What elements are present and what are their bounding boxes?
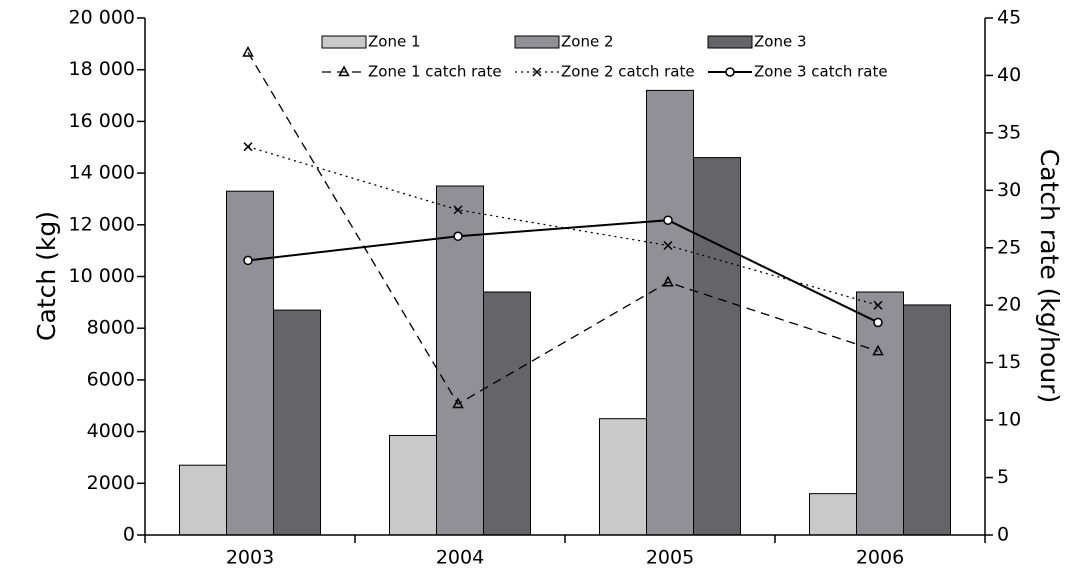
legend-label: Zone 2 catch rate: [561, 63, 695, 81]
y-tick-label: 10 000: [69, 265, 135, 287]
y2-tick-label: 10: [997, 409, 1021, 431]
y2-tick-label: 25: [997, 236, 1021, 258]
legend-label: Zone 1 catch rate: [368, 63, 502, 81]
y-tick-label: 6000: [87, 368, 135, 390]
line-marker: [242, 45, 254, 57]
y-tick-label: 14 000: [69, 162, 135, 184]
y-tick-label: 0: [123, 524, 135, 546]
legend-marker: [532, 67, 542, 77]
bar: [226, 190, 274, 536]
legend-label: Zone 2: [561, 33, 614, 51]
y2-tick-label: 0: [997, 524, 1009, 546]
line-marker: [873, 317, 883, 328]
y-axis-title: Catch (kg): [32, 211, 61, 341]
legend-swatch: [707, 35, 753, 49]
line-marker: [243, 142, 253, 152]
line: [247, 52, 879, 405]
x-tick-label: 2006: [856, 547, 904, 569]
y2-tick-label: 15: [997, 351, 1021, 373]
line-marker: [243, 255, 253, 266]
legend-marker: [338, 65, 350, 77]
legend-label: Zone 3: [754, 33, 807, 51]
y2-tick-label: 45: [997, 7, 1021, 29]
bar: [809, 493, 857, 536]
bar: [599, 418, 647, 536]
x-tick-label: 2005: [646, 547, 694, 569]
line-marker: [453, 231, 463, 242]
y2-tick-label: 35: [997, 121, 1021, 143]
line-marker: [872, 344, 884, 356]
y2-tick-label: 40: [997, 64, 1021, 86]
legend-marker: [725, 67, 735, 77]
bar: [693, 157, 741, 536]
bar: [646, 89, 694, 536]
y2-tick-label: 5: [997, 466, 1009, 488]
legend: Zone 1 Zone 2 Zone 3 Zone 1 catch rate Zone …: [321, 33, 888, 81]
y-tick-label: 20 000: [69, 7, 135, 29]
x-tick-label: 2004: [436, 547, 484, 569]
line-marker: [873, 300, 883, 310]
bar: [903, 304, 951, 536]
x-tick-label: 2003: [226, 547, 274, 569]
bar: [389, 434, 437, 536]
line: [247, 219, 879, 324]
bar: [179, 464, 227, 536]
line-marker: [453, 205, 463, 215]
bar: [273, 309, 321, 536]
legend-label: Zone 1: [368, 33, 421, 51]
y-tick-label: 12 000: [69, 213, 135, 235]
y-tick-label: 2000: [87, 472, 135, 494]
legend-swatch: [321, 35, 367, 49]
line-marker: [452, 397, 464, 409]
line-marker: [662, 275, 674, 287]
y-tick-label: 16 000: [69, 110, 135, 132]
y2-tick-label: 30: [997, 179, 1021, 201]
y2-tick-label: 20: [997, 294, 1021, 316]
y-tick-label: 18 000: [69, 58, 135, 80]
legend-label: Zone 3 catch rate: [754, 63, 888, 81]
y-tick-label: 4000: [87, 420, 135, 442]
bar: [856, 291, 904, 536]
line-marker: [663, 215, 673, 225]
line-marker: [663, 240, 673, 251]
y2-axis-title: Catch rate (kg/hour): [1035, 149, 1064, 403]
legend-swatch: [514, 35, 560, 49]
line: [247, 146, 879, 306]
y-tick-label: 8000: [87, 317, 135, 339]
bar: [483, 291, 531, 536]
